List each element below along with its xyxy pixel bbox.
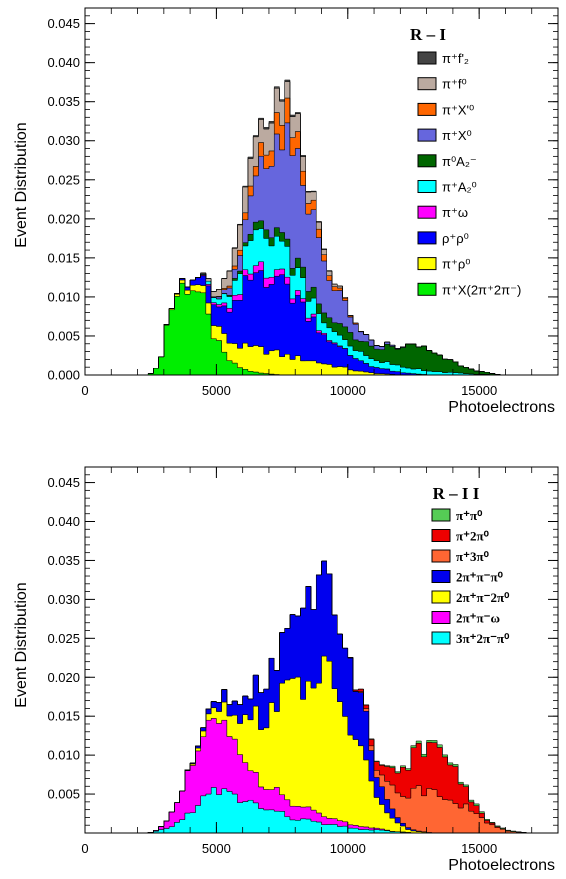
legend-swatch (417, 102, 437, 116)
x-tick-label: 5000 (202, 383, 231, 398)
legend-r-i: R – I π⁺f'₂ π⁺f⁰ π⁺X'⁰ π⁺X⁰ π⁰A₂⁻ π⁺A₂⁰ π⁺ω ρ⁺ρ… (410, 25, 521, 297)
legend-label: 2π⁺π⁻ω (456, 611, 500, 626)
legend-r-ii: R – I I π⁺π⁰ π⁺2π⁰ π⁺3π⁰ 2π⁺π⁻π⁰ 2π⁺π⁻2π⁰ 2π⁺… (431, 484, 510, 646)
y-tick-label: 0.035 (47, 94, 80, 109)
legend-label: π⁺3π⁰ (456, 549, 490, 564)
y-tick-label: 0.035 (47, 553, 80, 568)
legend-swatch (431, 611, 451, 624)
y-tick-label: 0.010 (47, 748, 80, 763)
y-tick-label: 0.040 (47, 55, 80, 70)
series-area-9 (148, 79, 506, 376)
legend-label: π⁺ω (442, 205, 468, 220)
panel-r-i: 0.000 0.005 0.010 0.015 0.020 0.025 0.030 0.035… (13, 7, 559, 416)
legend-title: R – I (410, 25, 446, 44)
legend-swatch (431, 549, 451, 563)
x-tick-label: 15000 (461, 383, 497, 398)
legend-swatch (417, 205, 437, 219)
legend-swatch (417, 282, 437, 296)
y-tick-label: 0.005 (47, 328, 80, 343)
y-tick-label: 0.000 (47, 368, 80, 383)
x-axis-ticks: 0 5000 10000 15000 (81, 8, 559, 398)
x-tick-label: 0 (81, 383, 88, 398)
y-tick-label: 0.040 (47, 514, 80, 529)
x-axis-title: Photoelectrons (448, 399, 555, 416)
legend-label: π⁺π⁰ (456, 508, 483, 523)
legend-label: π⁺f⁰ (442, 77, 467, 92)
y-tick-label: 0.030 (47, 592, 80, 607)
y-axis-ticks: 0.000 0.005 0.010 0.015 0.020 0.025 0.030 0.035… (47, 15, 558, 383)
legend-label: π⁺A₂⁰ (442, 180, 477, 195)
y-axis-title: Event Distribution (13, 582, 30, 707)
legend-swatch (417, 51, 437, 65)
y-tick-label: 0.010 (47, 289, 80, 304)
legend-label: π⁺X'⁰ (442, 102, 474, 117)
y-tick-label: 0.015 (47, 709, 80, 724)
legend-swatch (417, 154, 437, 168)
x-axis-title: Photoelectrons (448, 857, 555, 874)
legend-label: π⁺2π⁰ (456, 529, 490, 544)
legend-label: 3π⁺2π⁻π⁰ (456, 631, 510, 646)
legend-swatch (431, 570, 451, 583)
y-tick-label: 0.020 (47, 211, 80, 226)
x-axis-ticks: 0 5000 10000 15000 (81, 467, 559, 856)
legend-label: π⁰A₂⁻ (442, 154, 477, 169)
legend-swatch (431, 631, 451, 645)
legend-label: π⁺X⁰ (442, 128, 472, 143)
series-area-6 (142, 560, 532, 834)
x-tick-label: 10000 (330, 383, 366, 398)
y-tick-label: 0.015 (47, 250, 80, 265)
legend-swatch (431, 590, 451, 604)
legend-swatch (417, 77, 437, 91)
legend-label: 2π⁺π⁻2π⁰ (456, 590, 510, 605)
legend-swatch (431, 508, 451, 522)
y-tick-label: 0.025 (47, 172, 80, 187)
y-tick-label: 0.045 (47, 16, 80, 31)
x-tick-label: 10000 (330, 841, 366, 856)
y-tick-label: 0.030 (47, 133, 80, 148)
legend-swatch (431, 529, 451, 542)
legend-swatch (417, 257, 437, 271)
stacked-histogram-r-i (85, 79, 558, 376)
y-tick-label: 0.025 (47, 631, 80, 646)
legend-label: ρ⁺ρ⁰ (442, 231, 469, 246)
y-tick-label: 0.045 (47, 475, 80, 490)
legend-label: π⁺X(2π⁺2π⁻) (442, 282, 521, 297)
legend-swatch (417, 128, 437, 142)
legend-label: 2π⁺π⁻π⁰ (456, 570, 504, 585)
panel-r-ii: 0.005 0.010 0.015 0.020 0.025 0.030 0.035 0.040… (13, 466, 559, 874)
legend-label: π⁺f'₂ (442, 51, 469, 66)
x-tick-label: 15000 (461, 841, 497, 856)
y-tick-label: 0.005 (47, 787, 80, 802)
x-tick-label: 0 (81, 841, 88, 856)
legend-label: π⁺ρ⁰ (442, 257, 470, 272)
y-axis-ticks: 0.005 0.010 0.015 0.020 0.025 0.030 0.035 0.040… (47, 474, 558, 834)
legend-title: R – I I (433, 484, 480, 503)
y-tick-label: 0.020 (47, 670, 80, 685)
x-tick-label: 5000 (202, 841, 231, 856)
legend-swatch (417, 231, 437, 245)
legend-swatch (417, 180, 437, 193)
y-axis-title: Event Distribution (13, 122, 30, 247)
